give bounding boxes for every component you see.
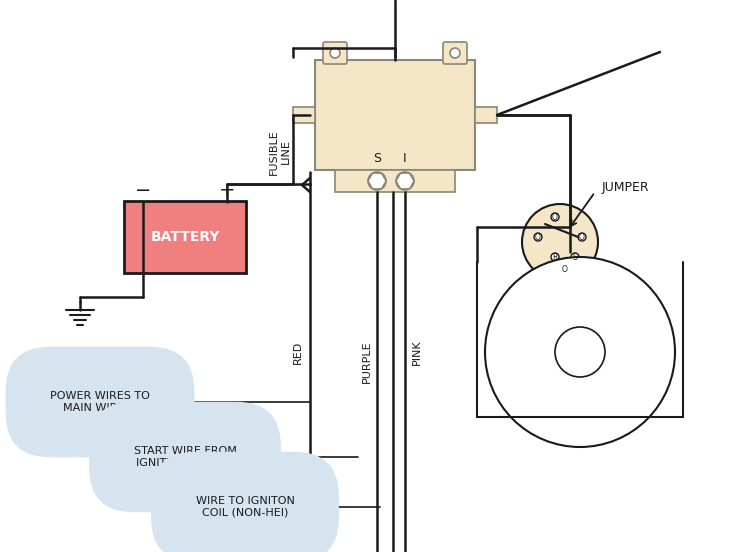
Text: O: O [535, 232, 541, 242]
Text: START WIRE FROM
IGNITION SWITCH: START WIRE FROM IGNITION SWITCH [134, 446, 236, 468]
Text: BATTERY: BATTERY [150, 230, 219, 244]
Text: POWER WIRES TO
MAIN WIRING: POWER WIRES TO MAIN WIRING [50, 391, 150, 413]
Circle shape [534, 233, 542, 241]
FancyBboxPatch shape [323, 42, 347, 64]
Circle shape [522, 204, 598, 280]
Text: S: S [373, 152, 381, 165]
Circle shape [330, 48, 340, 58]
Text: RED: RED [293, 341, 303, 364]
Bar [335, 170, 455, 192]
Text: JUMPER: JUMPER [602, 181, 650, 194]
Circle shape [551, 253, 559, 261]
FancyBboxPatch shape [315, 60, 475, 170]
Circle shape [555, 327, 605, 377]
Text: I: I [403, 152, 406, 165]
Circle shape [485, 257, 675, 447]
Circle shape [551, 213, 559, 221]
Circle shape [450, 48, 460, 58]
Text: FUSIBLE
LINE: FUSIBLE LINE [269, 129, 291, 175]
Text: +: + [219, 181, 235, 200]
Text: PURPLE: PURPLE [362, 341, 372, 383]
Bar [475, 107, 497, 123]
Circle shape [368, 172, 386, 190]
FancyBboxPatch shape [443, 42, 467, 64]
Text: WIRE TO IGNITON
COIL (NON-HEI): WIRE TO IGNITON COIL (NON-HEI) [196, 496, 294, 518]
Text: O: O [579, 232, 585, 242]
Text: PINK: PINK [412, 339, 422, 365]
FancyBboxPatch shape [124, 201, 246, 273]
Circle shape [571, 253, 579, 261]
Text: O: O [562, 266, 568, 274]
Text: −: − [134, 181, 151, 200]
Circle shape [578, 233, 586, 241]
Text: R: R [552, 252, 558, 262]
Bar [293, 107, 315, 123]
Circle shape [396, 172, 414, 190]
Circle shape [561, 266, 569, 274]
Text: S: S [573, 252, 577, 262]
Text: O: O [552, 213, 558, 221]
